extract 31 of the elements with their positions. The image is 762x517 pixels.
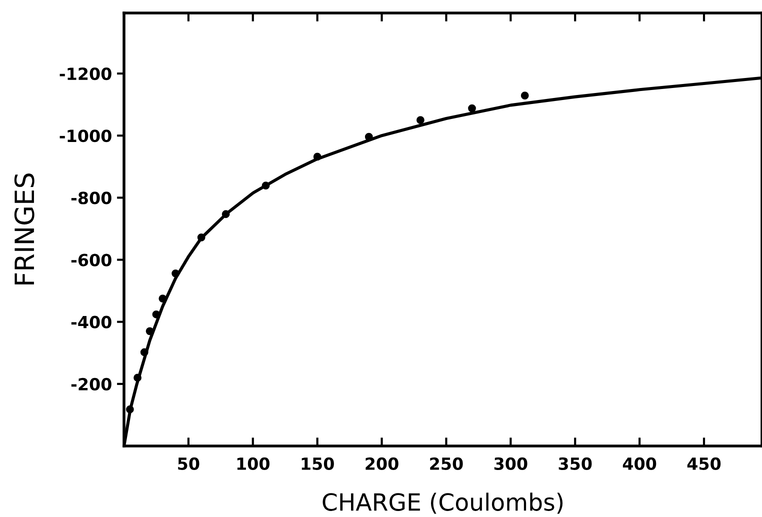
point xyxy=(140,348,148,356)
point xyxy=(158,294,167,303)
point xyxy=(126,405,134,414)
y-tick-label: -1000 xyxy=(60,130,112,142)
x-tick-label: 300 xyxy=(494,457,528,470)
y-tick-label: -1200 xyxy=(60,67,112,80)
point xyxy=(313,152,322,161)
point xyxy=(134,374,142,382)
point xyxy=(364,132,373,141)
y-tick-label: -800 xyxy=(71,192,112,204)
x-tick-label: 250 xyxy=(430,457,463,470)
x-tick-label: 100 xyxy=(237,457,270,470)
x-tick-label: 400 xyxy=(622,457,656,470)
point xyxy=(468,104,476,112)
x-axis-title: CHARGE (Coulombs) xyxy=(322,492,563,514)
y-tick-label: -400 xyxy=(71,316,112,328)
x-tick-label: 450 xyxy=(687,457,721,470)
x-tick-label: 150 xyxy=(302,457,334,470)
x-tick-label: 350 xyxy=(558,457,592,470)
point xyxy=(197,233,206,242)
y-tick-label: -600 xyxy=(71,254,112,266)
y-tick-label: -200 xyxy=(71,378,112,390)
point xyxy=(146,327,154,336)
point xyxy=(262,182,270,190)
point xyxy=(222,210,230,218)
y-axis-title: FRINGES xyxy=(14,174,34,284)
x-tick-label: 50 xyxy=(178,457,200,470)
point xyxy=(172,269,180,278)
point xyxy=(416,116,424,124)
point xyxy=(520,92,529,100)
x-tick-label: 200 xyxy=(366,457,398,470)
